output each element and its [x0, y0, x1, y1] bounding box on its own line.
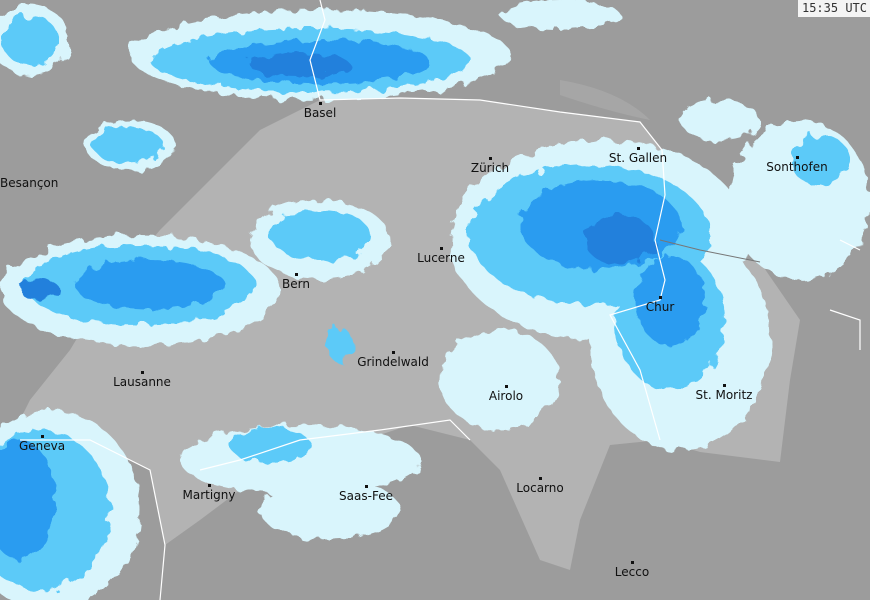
city-label: Lausanne — [113, 375, 171, 389]
city-dot — [631, 561, 634, 564]
city-label: Chur — [645, 300, 675, 314]
city-dot — [723, 384, 726, 387]
city-label: Geneva — [18, 439, 66, 453]
city-dot — [659, 296, 662, 299]
city-dot — [141, 371, 144, 374]
borders — [20, 0, 861, 600]
city-label: Bern — [282, 277, 310, 291]
city-label: Lucerne — [417, 251, 465, 265]
city-label: Locarno — [516, 481, 564, 495]
city-label: Sonthofen — [766, 160, 828, 174]
city-dot — [41, 435, 44, 438]
city-dot — [539, 477, 542, 480]
city-label: Basel — [303, 106, 337, 120]
city-dot — [319, 102, 322, 105]
city-dot — [505, 385, 508, 388]
city-dot — [489, 157, 492, 160]
austria-border — [659, 239, 761, 263]
city-dot — [392, 351, 395, 354]
city-label: Martigny — [182, 488, 236, 502]
city-label: Besançon — [0, 176, 59, 190]
city-label: Airolo — [488, 389, 524, 403]
city-label: St. Gallen — [608, 151, 668, 165]
city-label: Lecco — [614, 565, 650, 579]
city-dot — [295, 273, 298, 276]
city-dot — [208, 484, 211, 487]
city-dot — [796, 156, 799, 159]
city-dot — [637, 147, 640, 150]
city-dot — [440, 247, 443, 250]
lake-constance — [560, 80, 650, 120]
timestamp: 15:35 UTC — [797, 0, 870, 17]
city-dot — [365, 485, 368, 488]
city-label: Grindelwald — [357, 355, 429, 369]
city-label: Zürich — [470, 161, 510, 175]
city-label: Saas-Fee — [339, 489, 393, 503]
city-label: St. Moritz — [695, 388, 753, 402]
